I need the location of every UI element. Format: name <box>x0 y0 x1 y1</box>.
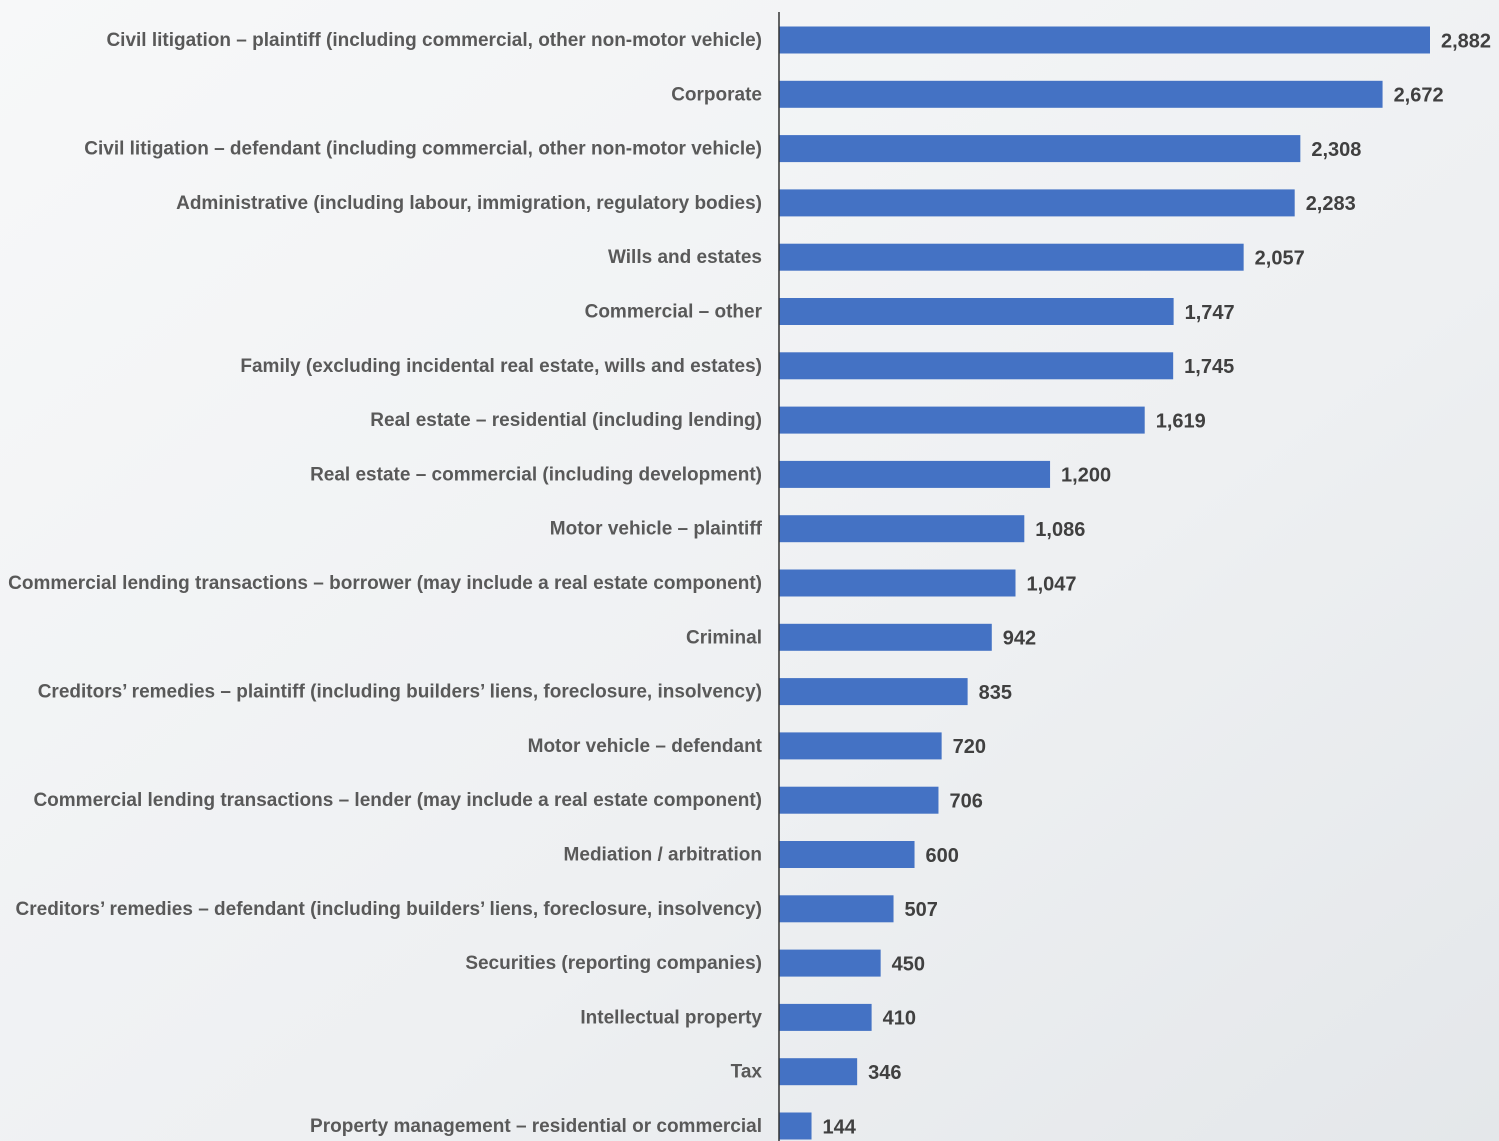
value-label: 600 <box>926 845 959 867</box>
bar <box>779 406 1145 434</box>
bar <box>779 352 1174 380</box>
value-label: 410 <box>883 1008 916 1030</box>
category-label: Commercial lending transactions – borrow… <box>8 573 762 594</box>
value-label: 1,619 <box>1156 410 1206 432</box>
bar <box>779 189 1295 217</box>
category-label: Intellectual property <box>580 1007 762 1028</box>
bar <box>779 949 881 977</box>
bar <box>779 1003 872 1031</box>
value-label: 720 <box>953 736 986 758</box>
value-label: 2,308 <box>1311 139 1361 161</box>
category-label: Civil litigation – plaintiff (including … <box>106 30 762 51</box>
value-label: 450 <box>892 953 925 975</box>
category-label: Commercial lending transactions – lender… <box>33 790 762 811</box>
bar <box>779 243 1244 271</box>
category-label: Criminal <box>686 627 762 648</box>
bar <box>779 460 1051 488</box>
category-label: Creditors’ remedies – defendant (includi… <box>16 899 762 920</box>
category-label: Civil litigation – defendant (including … <box>84 139 762 160</box>
value-label: 1,200 <box>1061 465 1111 487</box>
category-label: Administrative (including labour, immigr… <box>176 193 762 214</box>
value-label: 706 <box>949 790 982 812</box>
bar <box>779 1058 858 1086</box>
value-label: 1,086 <box>1035 519 1085 541</box>
category-label: Mediation / arbitration <box>564 845 762 866</box>
bar <box>779 623 992 651</box>
bar <box>779 515 1025 543</box>
bar <box>779 841 915 868</box>
value-label: 144 <box>823 1116 857 1138</box>
bar <box>779 895 894 923</box>
bar <box>779 80 1383 108</box>
value-label: 835 <box>979 682 1012 704</box>
category-label: Motor vehicle – defendant <box>528 736 763 757</box>
value-label: 1,745 <box>1184 356 1234 378</box>
category-label: Tax <box>731 1062 763 1083</box>
bar <box>779 732 942 760</box>
value-label: 2,057 <box>1255 247 1305 269</box>
bar <box>779 569 1016 597</box>
bar <box>779 786 939 814</box>
bar <box>779 1112 812 1140</box>
category-label: Real estate – residential (including len… <box>370 410 762 431</box>
value-label: 2,672 <box>1394 85 1444 107</box>
value-label: 346 <box>868 1062 901 1084</box>
value-label: 2,283 <box>1306 193 1356 215</box>
category-label: Motor vehicle – plaintiff <box>550 519 763 540</box>
category-label: Creditors’ remedies – plaintiff (includi… <box>38 682 762 703</box>
bar <box>779 135 1301 163</box>
category-label: Family (excluding incidental real estate… <box>240 356 762 377</box>
plot-area: Civil litigation – plaintiff (including … <box>8 12 1491 1141</box>
value-label: 2,882 <box>1441 30 1491 52</box>
value-label: 1,047 <box>1027 573 1077 595</box>
category-label: Corporate <box>671 84 762 105</box>
category-label: Securities (reporting companies) <box>465 953 762 974</box>
category-label: Property management – residential or com… <box>310 1116 762 1137</box>
value-label: 1,747 <box>1185 302 1235 324</box>
bar <box>779 26 1430 54</box>
bar <box>779 298 1174 325</box>
value-label: 507 <box>905 899 938 921</box>
category-label: Wills and estates <box>608 247 762 268</box>
bar <box>779 678 968 706</box>
value-label: 942 <box>1003 628 1036 650</box>
category-label: Commercial – other <box>585 302 763 323</box>
category-label: Real estate – commercial (including deve… <box>310 464 762 485</box>
